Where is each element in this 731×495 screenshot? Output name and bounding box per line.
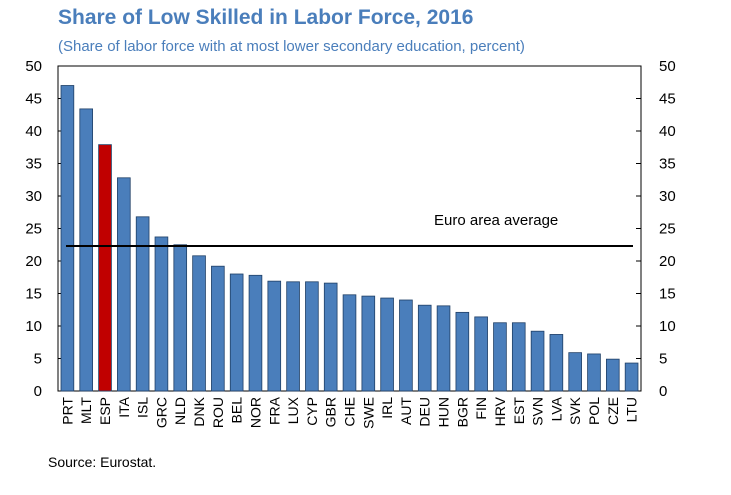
y-tick-label-left: 40 bbox=[25, 123, 42, 140]
bar-ltu bbox=[624, 362, 639, 392]
bar-cze bbox=[605, 358, 620, 392]
chart-subtitle: (Share of labor force with at most lower… bbox=[58, 38, 525, 55]
bar-aut bbox=[399, 299, 413, 392]
x-tick-label: SVK bbox=[567, 396, 583, 425]
x-tick-label: FRA bbox=[266, 396, 282, 425]
y-tick-label-right: 20 bbox=[659, 253, 676, 270]
y-tick-label-right: 40 bbox=[659, 123, 676, 140]
y-tick-label-left: 50 bbox=[25, 58, 42, 75]
x-tick-label: GRC bbox=[153, 397, 169, 428]
bar-dnk bbox=[192, 255, 206, 392]
y-tick-label-left: 30 bbox=[25, 188, 42, 205]
bar-prt bbox=[60, 85, 75, 392]
bar-grc bbox=[154, 236, 169, 392]
bar-esp bbox=[98, 144, 112, 392]
bar-cyp bbox=[305, 281, 319, 392]
y-tick-label-right: 45 bbox=[659, 91, 676, 108]
x-tick-label: SWE bbox=[360, 397, 376, 429]
bar-nor bbox=[248, 274, 263, 392]
x-tick-label: CZE bbox=[605, 397, 621, 425]
x-tick-label: HRV bbox=[492, 396, 508, 426]
y-tick-label-right: 15 bbox=[659, 286, 676, 303]
y-tick-label-right: 35 bbox=[659, 156, 676, 173]
x-tick-label: ISL bbox=[135, 397, 151, 418]
bar-nld bbox=[173, 244, 188, 392]
bar-swe bbox=[361, 295, 376, 392]
y-tick-label-left: 45 bbox=[25, 91, 42, 108]
x-tick-label: ROU bbox=[210, 397, 226, 428]
x-tick-label: NLD bbox=[172, 397, 188, 425]
bar-che bbox=[342, 294, 357, 392]
bar-lux bbox=[286, 281, 300, 392]
y-tick-label-left: 15 bbox=[25, 286, 42, 303]
bar-rou bbox=[211, 265, 225, 392]
x-tick-label: SVN bbox=[530, 397, 546, 426]
x-tick-label: PRT bbox=[59, 397, 75, 425]
y-tick-label-right: 0 bbox=[659, 383, 667, 400]
y-tick-label-right: 30 bbox=[659, 188, 676, 205]
bar-irl bbox=[380, 297, 394, 392]
x-tick-label: NOR bbox=[247, 397, 263, 428]
bar-fra bbox=[267, 280, 282, 392]
x-tick-label: POL bbox=[586, 397, 602, 425]
x-tick-label: GBR bbox=[323, 397, 339, 427]
y-tick-label-right: 10 bbox=[659, 318, 676, 335]
bar-bgr bbox=[455, 311, 470, 392]
source-note: Source: Eurostat. bbox=[48, 454, 157, 470]
x-tick-label: LVA bbox=[548, 396, 564, 421]
euro-area-average-label: Euro area average bbox=[434, 212, 558, 229]
x-tick-label: HUN bbox=[436, 397, 452, 427]
bars bbox=[60, 85, 639, 392]
x-tick-label: LUX bbox=[285, 396, 301, 424]
x-tick-label: EST bbox=[511, 397, 527, 425]
bar-lva bbox=[549, 334, 564, 392]
bar-isl bbox=[135, 216, 150, 392]
y-tick-label-left: 0 bbox=[34, 383, 42, 400]
y-tick-label-right: 25 bbox=[659, 221, 676, 238]
bar-mlt bbox=[79, 108, 94, 392]
bar-svk bbox=[568, 352, 582, 392]
x-tick-label: DEU bbox=[417, 397, 433, 427]
y-tick-label-right: 5 bbox=[659, 351, 667, 368]
x-tick-label: BGR bbox=[454, 397, 470, 427]
bar-hrv bbox=[493, 322, 507, 392]
x-tick-label: ESP bbox=[97, 397, 113, 425]
y-tick-label-left: 25 bbox=[25, 221, 42, 238]
y-tick-label-left: 5 bbox=[34, 351, 42, 368]
x-tick-label: DNK bbox=[191, 396, 207, 426]
y-tick-label-right: 50 bbox=[659, 58, 676, 75]
x-tick-label: MLT bbox=[78, 397, 94, 424]
x-tick-label: IRL bbox=[379, 397, 395, 419]
x-axis-categories: PRT MLT ESP ITA ISL GRC NLD DNK ROU BEL NOR FRA LUX C… bbox=[59, 396, 639, 429]
bar-pol bbox=[587, 353, 601, 392]
y-tick-label-left: 10 bbox=[25, 318, 42, 335]
y-tick-label-left: 20 bbox=[25, 253, 42, 270]
x-tick-label: AUT bbox=[398, 397, 414, 425]
chart-title: Share of Low Skilled in Labor Force, 201… bbox=[58, 6, 474, 29]
bar-fin bbox=[474, 316, 488, 392]
bar-deu bbox=[417, 304, 432, 392]
x-tick-label: BEL bbox=[229, 397, 245, 424]
x-tick-label: ITA bbox=[116, 396, 132, 417]
x-tick-label: FIN bbox=[473, 397, 489, 420]
y-axis-left: 0 5 10 15 20 25 30 35 40 45 50 bbox=[25, 58, 63, 400]
x-tick-label: CYP bbox=[304, 397, 320, 426]
bar-bel bbox=[229, 273, 244, 392]
x-tick-label: CHE bbox=[342, 397, 358, 427]
bar-est bbox=[511, 322, 526, 392]
y-axis-right: 0 5 10 15 20 25 30 35 40 45 50 bbox=[636, 58, 676, 400]
bar-ita bbox=[117, 177, 131, 392]
y-tick-label-left: 35 bbox=[25, 156, 42, 173]
bar-gbr bbox=[323, 282, 338, 392]
bar-hun bbox=[436, 305, 451, 392]
x-tick-label: LTU bbox=[624, 397, 640, 422]
bar-svn bbox=[530, 330, 545, 392]
